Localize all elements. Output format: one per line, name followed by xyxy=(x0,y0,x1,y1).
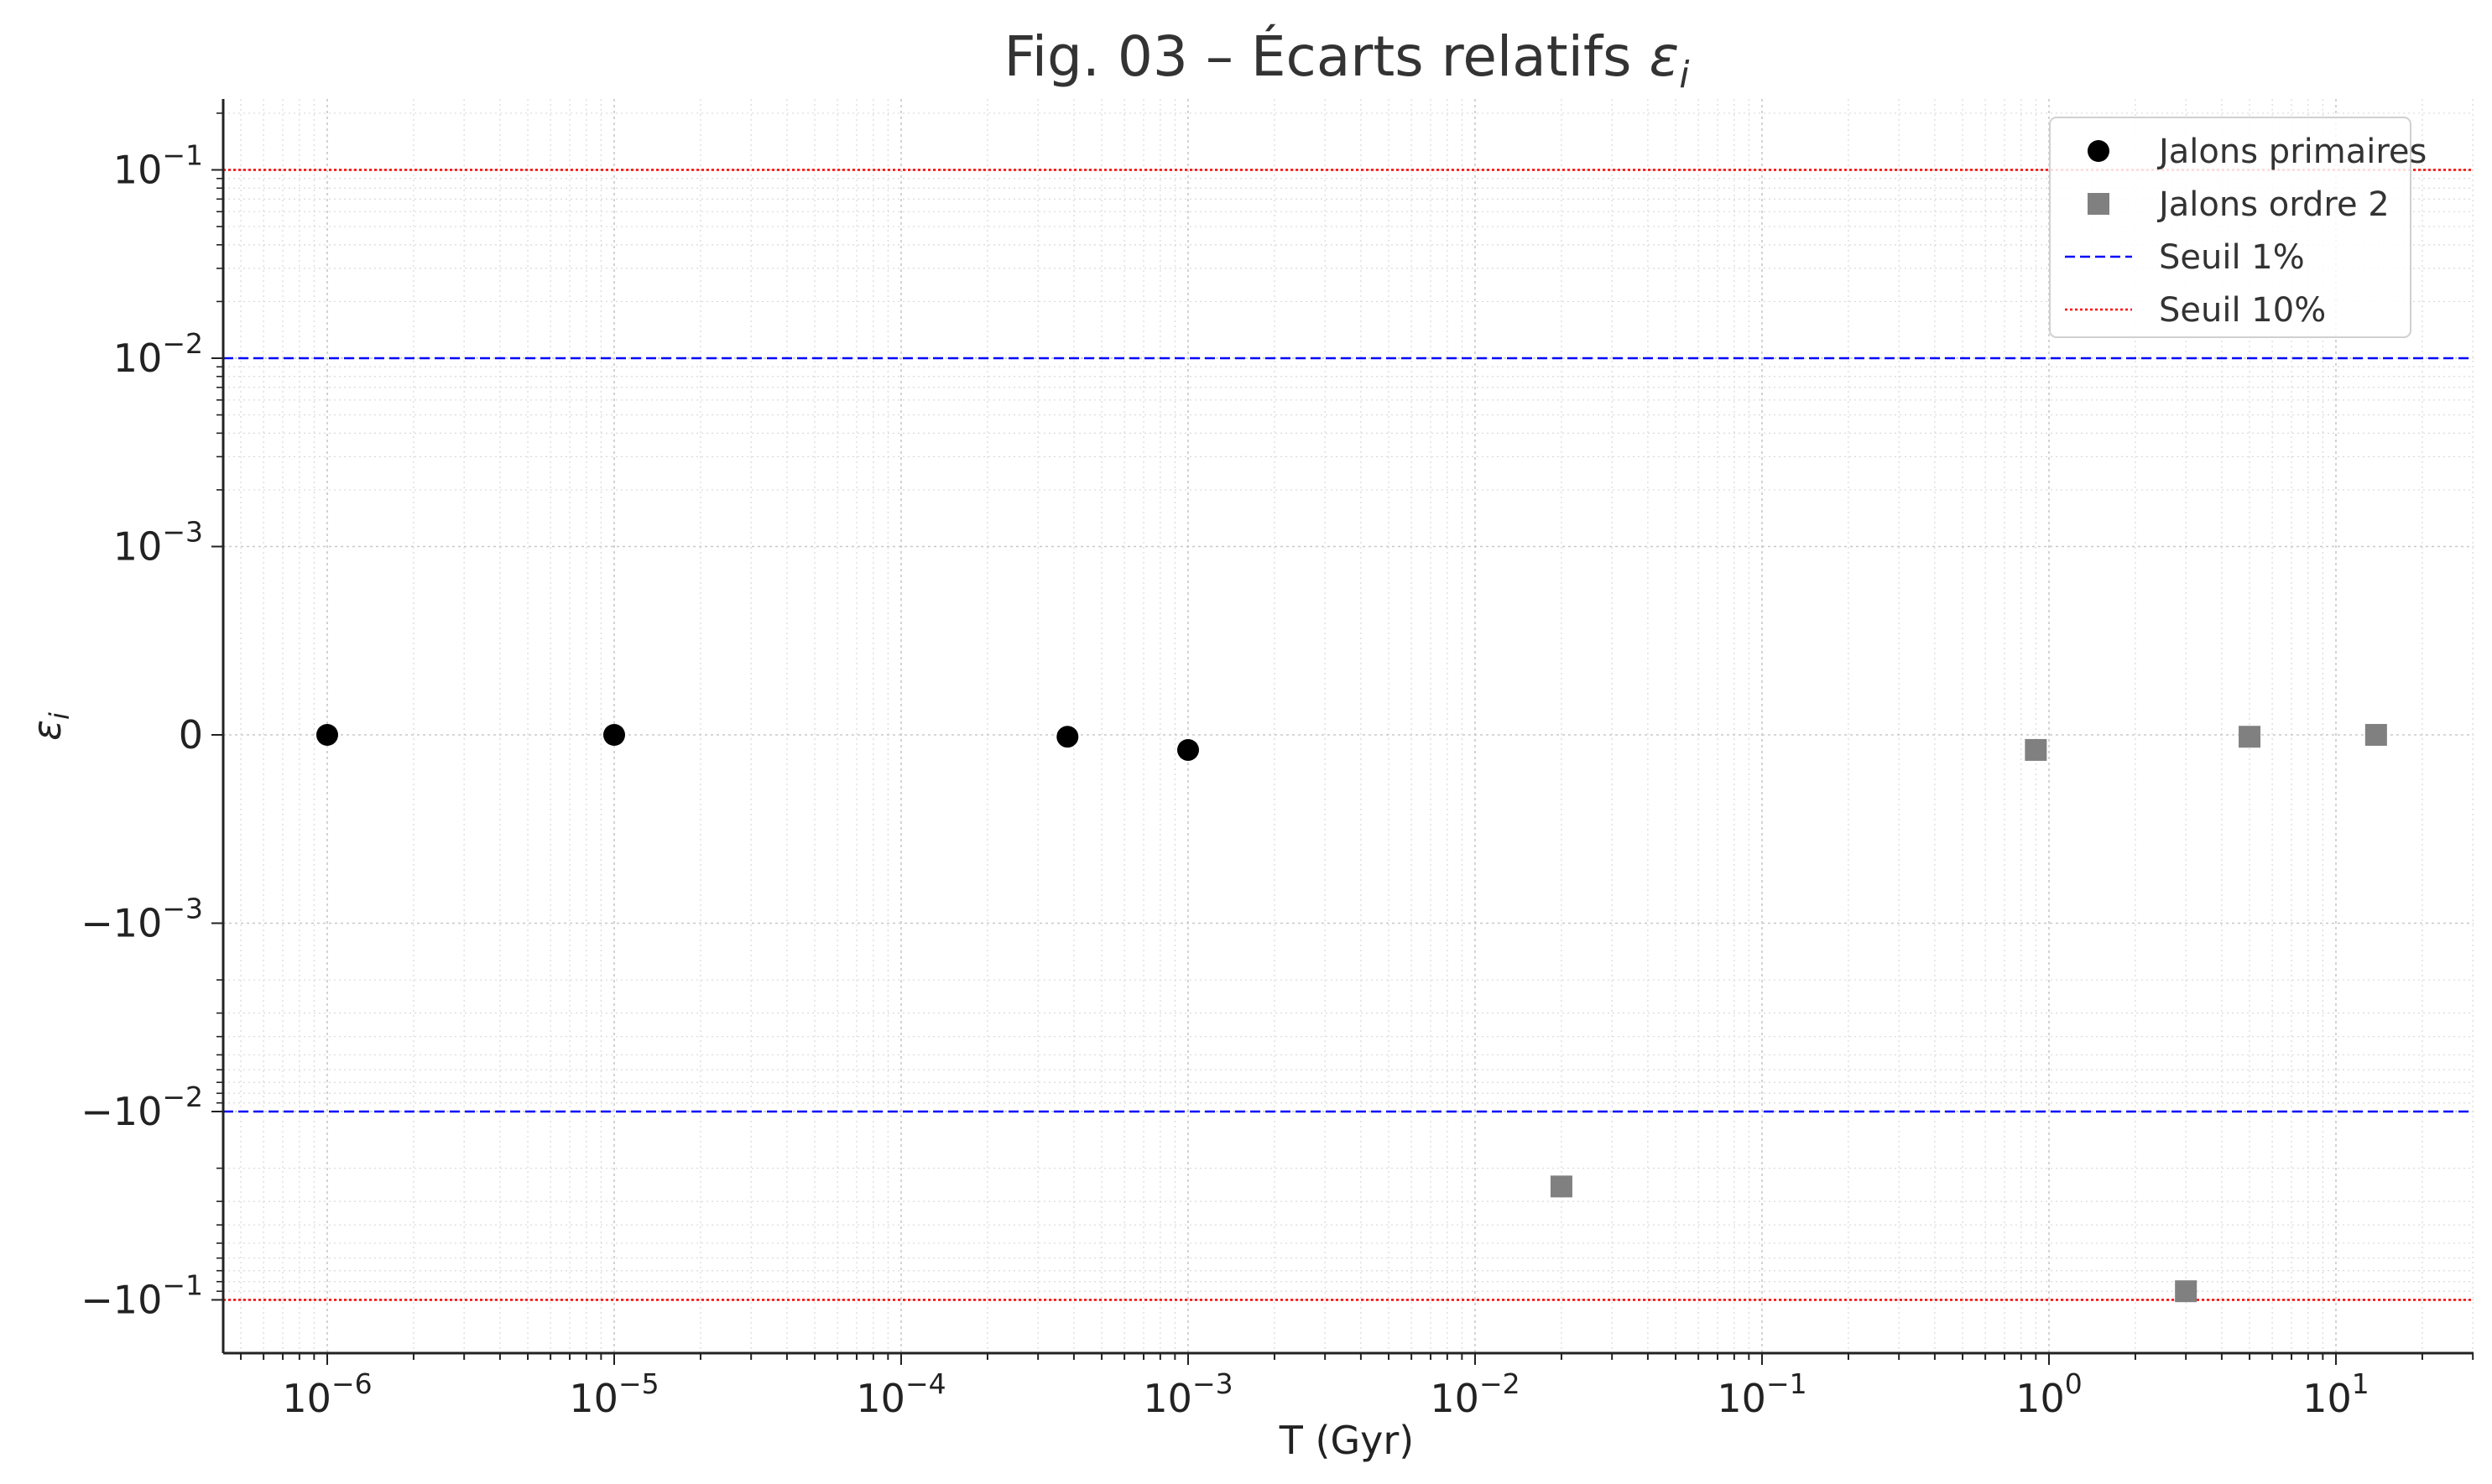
y-tick-label: 10−2 xyxy=(113,327,203,381)
x-tick-label: 10−4 xyxy=(856,1367,946,1421)
point-jalons-ordre-2 xyxy=(2364,724,2387,746)
data-points xyxy=(316,724,2387,1303)
point-jalons-ordre-2 xyxy=(2175,1280,2197,1303)
x-tick-label: 10−5 xyxy=(569,1367,659,1421)
legend-label: Seuil 10% xyxy=(2159,291,2326,330)
y-tick-label: 10−1 xyxy=(113,139,203,193)
x-tick-label: 10−6 xyxy=(282,1367,372,1421)
reference-lines xyxy=(223,169,2474,1301)
x-axis-ticks: 10−6 10−5 10−4 10−3 10−2 10−1 100 101 xyxy=(240,1353,2474,1421)
legend-label: Jalons primaires xyxy=(2156,133,2427,171)
legend-marker-circle xyxy=(2088,140,2109,162)
x-tick-label: 10−1 xyxy=(1717,1367,1806,1421)
y-tick-label: 0 xyxy=(179,712,203,758)
x-axis-label: T (Gyr) xyxy=(1279,1418,1414,1463)
point-jalons-primaires xyxy=(603,724,625,746)
y-tick-label: 10−3 xyxy=(113,516,203,570)
legend-label: Jalons ordre 2 xyxy=(2156,185,2390,224)
point-jalons-primaires xyxy=(1177,738,1199,761)
point-jalons-ordre-2 xyxy=(2239,726,2261,748)
point-jalons-ordre-2 xyxy=(2025,738,2047,761)
x-tick-label: 10−2 xyxy=(1430,1367,1520,1421)
point-jalons-ordre-2 xyxy=(1550,1175,1572,1198)
legend-marker-square xyxy=(2088,193,2109,215)
point-jalons-primaires xyxy=(1056,726,1079,748)
x-tick-label: 100 xyxy=(2015,1367,2083,1421)
chart-title: Fig. 03 – Écarts relatifs εi xyxy=(1004,23,1691,96)
x-tick-label: 10−3 xyxy=(1143,1367,1233,1421)
y-axis-ticks: 10−1 10−2 10−3 0 −10−3 −10−2 −10−1 xyxy=(81,112,223,1323)
y-axis-label: εi xyxy=(24,712,76,741)
legend: Jalons primaires Jalons ordre 2 Seuil 1% Se… xyxy=(2049,117,2427,338)
legend-label: Seuil 1% xyxy=(2159,238,2305,277)
legend-box xyxy=(2049,117,2411,338)
point-jalons-primaires xyxy=(316,724,338,746)
y-tick-label: −10−3 xyxy=(81,893,203,946)
y-tick-label: −10−1 xyxy=(81,1269,203,1323)
x-tick-label: 101 xyxy=(2302,1367,2369,1421)
axes xyxy=(222,99,2474,1355)
y-tick-label: −10−2 xyxy=(81,1080,203,1134)
